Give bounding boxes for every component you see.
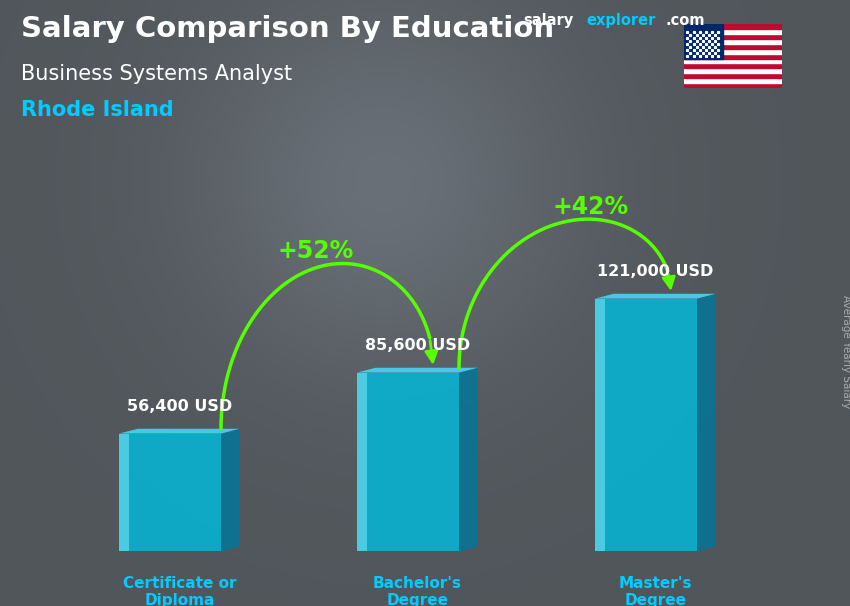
Text: salary: salary bbox=[523, 13, 573, 28]
Polygon shape bbox=[357, 373, 367, 551]
Text: Bachelor's
Degree: Bachelor's Degree bbox=[373, 576, 462, 606]
Text: Business Systems Analyst: Business Systems Analyst bbox=[21, 64, 292, 84]
Polygon shape bbox=[119, 434, 129, 551]
Text: Salary Comparison By Education: Salary Comparison By Education bbox=[21, 15, 554, 43]
Text: Master's
Degree: Master's Degree bbox=[619, 576, 692, 606]
Polygon shape bbox=[595, 294, 716, 299]
Polygon shape bbox=[357, 368, 478, 373]
Text: Rhode Island: Rhode Island bbox=[21, 100, 174, 120]
Text: 121,000 USD: 121,000 USD bbox=[598, 264, 713, 279]
Text: .com: .com bbox=[666, 13, 705, 28]
Text: +42%: +42% bbox=[552, 195, 628, 219]
Text: explorer: explorer bbox=[586, 13, 656, 28]
Polygon shape bbox=[595, 299, 605, 551]
Text: 56,400 USD: 56,400 USD bbox=[127, 399, 232, 414]
Text: +52%: +52% bbox=[278, 239, 354, 264]
Polygon shape bbox=[119, 434, 221, 551]
Polygon shape bbox=[459, 368, 478, 551]
Text: Certificate or
Diploma: Certificate or Diploma bbox=[122, 576, 236, 606]
Text: 85,600 USD: 85,600 USD bbox=[365, 338, 470, 353]
Polygon shape bbox=[119, 429, 240, 434]
Text: Average Yearly Salary: Average Yearly Salary bbox=[841, 295, 850, 408]
Polygon shape bbox=[697, 294, 716, 551]
Polygon shape bbox=[357, 373, 459, 551]
Polygon shape bbox=[221, 429, 240, 551]
Polygon shape bbox=[595, 299, 697, 551]
